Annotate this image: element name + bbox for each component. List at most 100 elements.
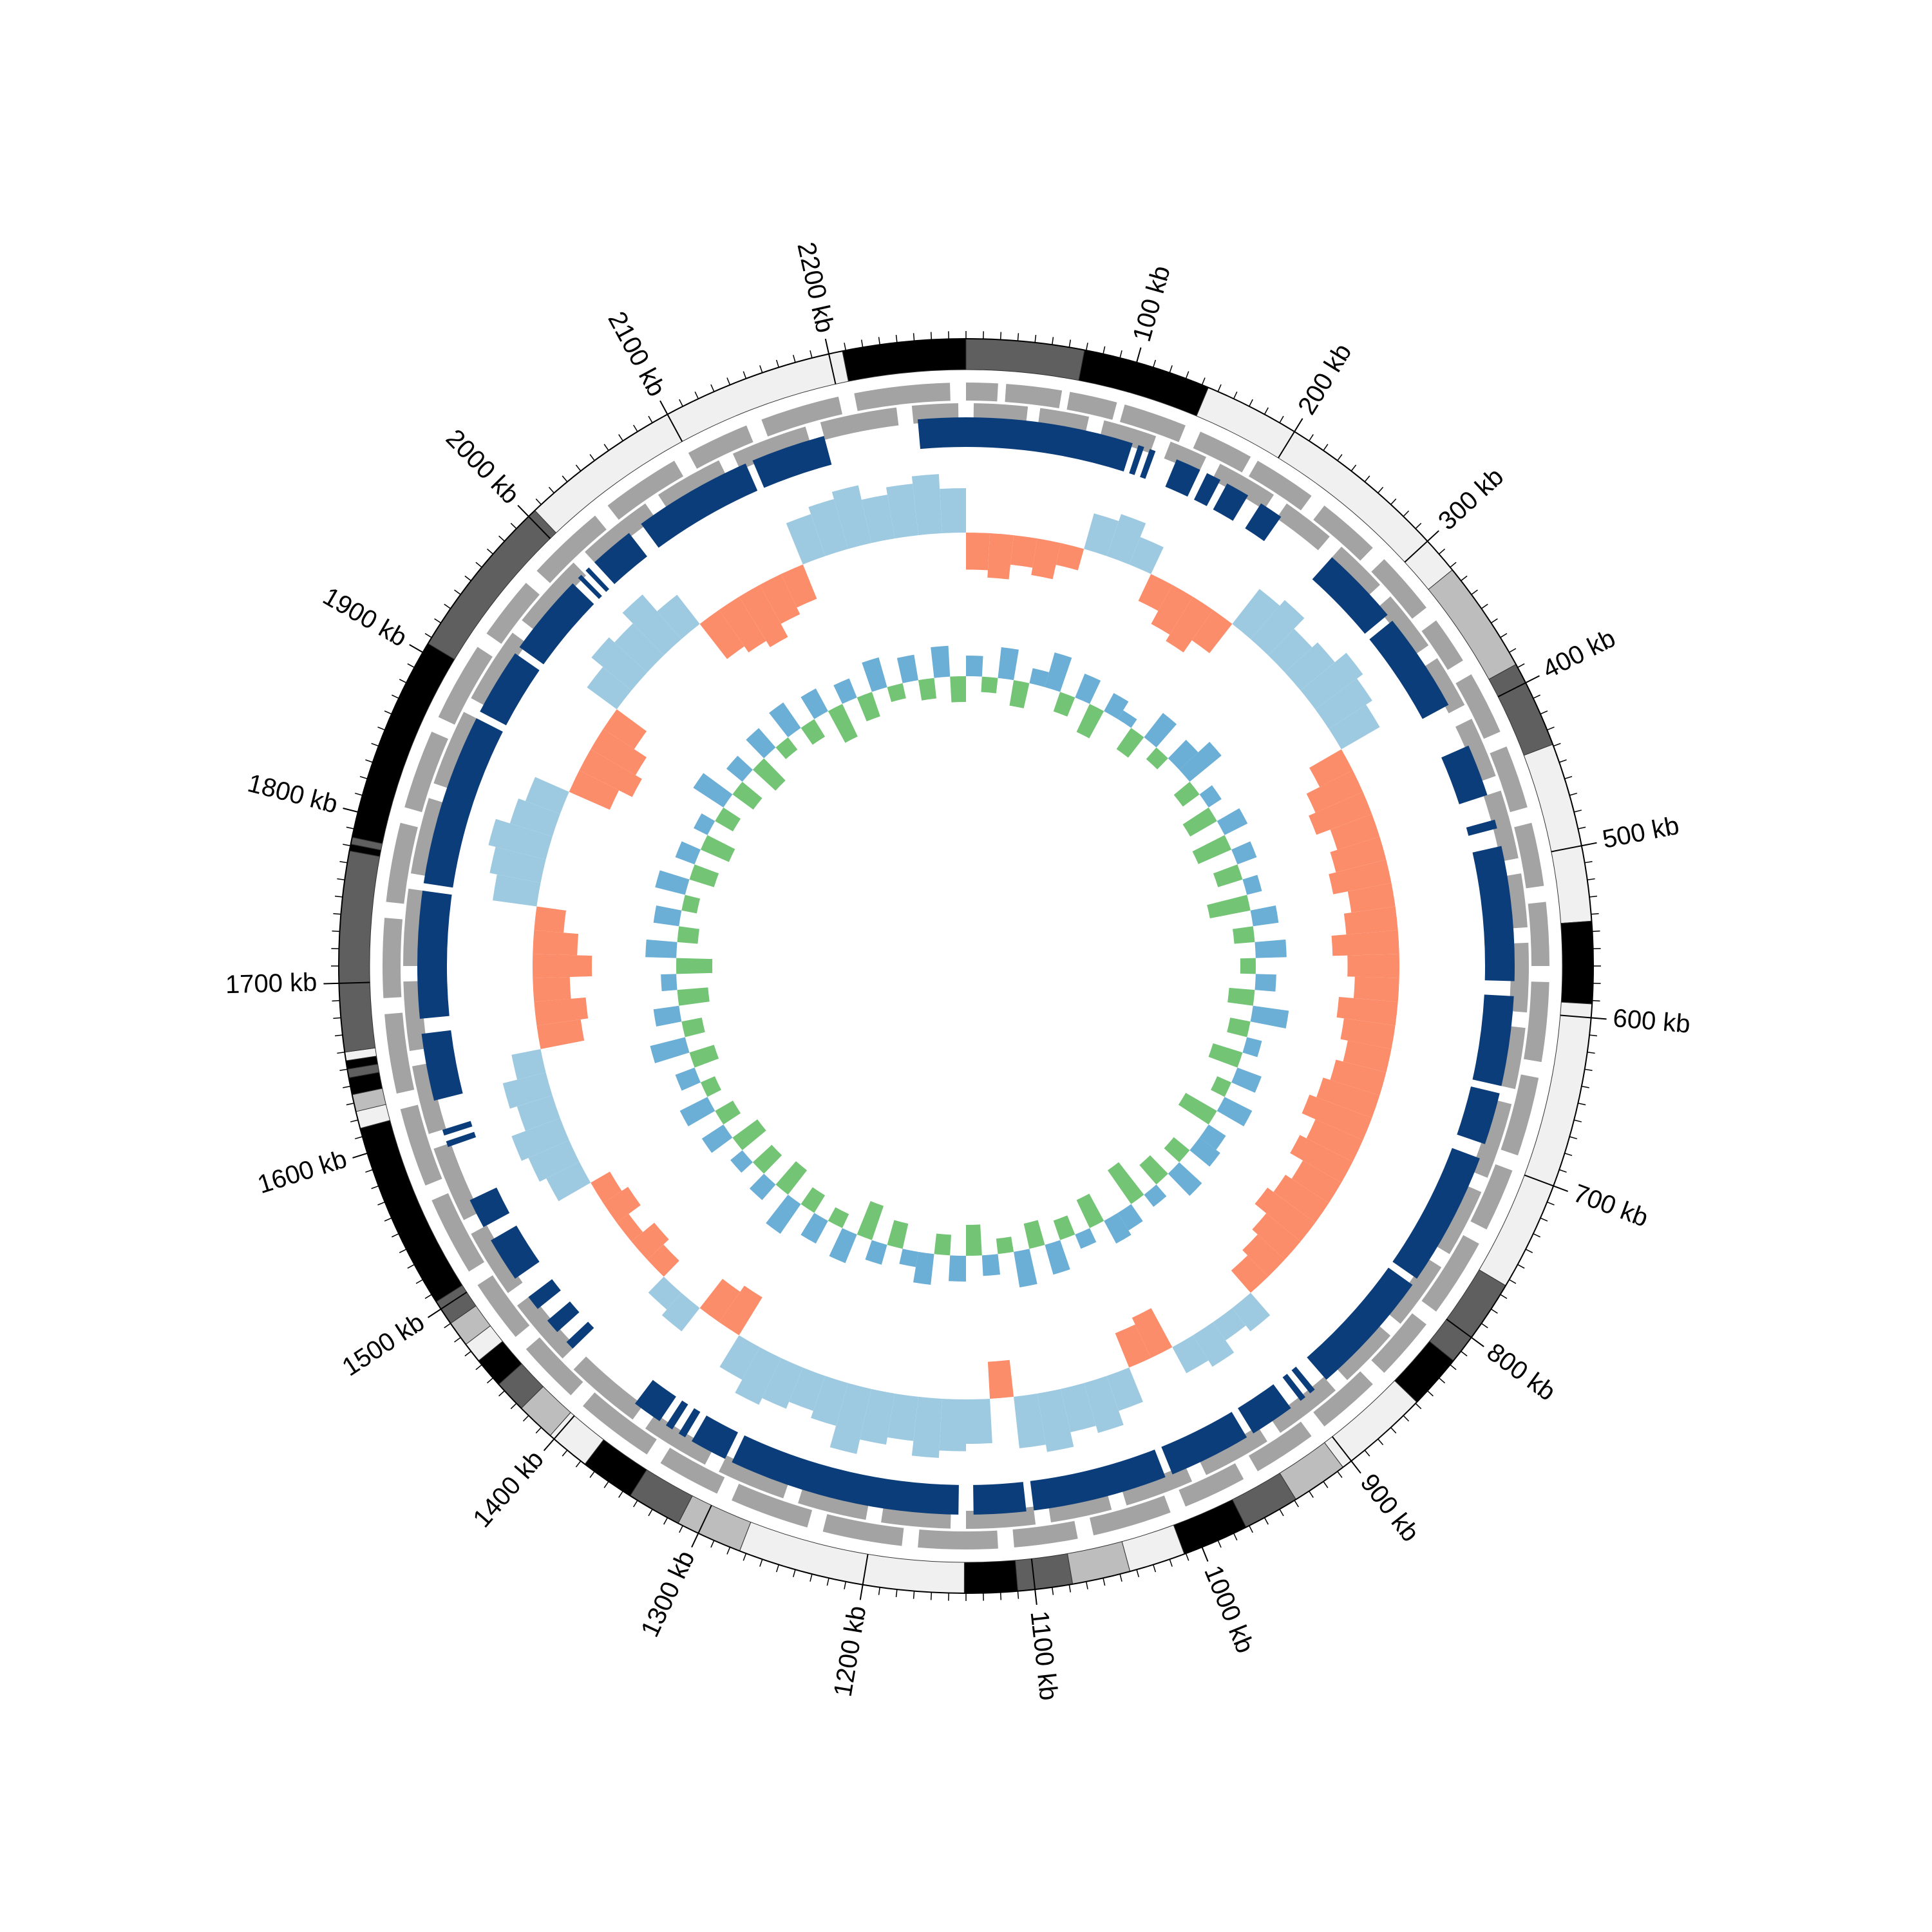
gc-skew-bar (1347, 882, 1396, 913)
gc-content-bar (918, 677, 937, 701)
gc-skew-bar (1347, 954, 1399, 978)
block (1161, 1412, 1247, 1475)
gene (1012, 1520, 1078, 1548)
gc-content-bar (828, 1207, 849, 1228)
gc-content-bar (726, 755, 753, 782)
gc-content-bar (857, 692, 880, 722)
gc-skew-bar (831, 485, 871, 549)
gene (1470, 1164, 1513, 1230)
major-tick (1128, 347, 1142, 393)
gene (516, 1294, 576, 1359)
gc-skew-bar (1084, 513, 1119, 556)
minor-tick (810, 350, 813, 358)
gene (1490, 746, 1528, 813)
gc-skew-bar (1330, 837, 1387, 873)
block (1472, 994, 1514, 1086)
band (1560, 920, 1594, 1005)
gene (433, 1142, 480, 1220)
gc-skew-bar (1172, 1335, 1209, 1374)
gc-skew-bar (1031, 538, 1061, 580)
gene (1270, 1376, 1336, 1434)
minor-tick (332, 930, 340, 933)
tick-label: 1800 kb (245, 769, 341, 819)
minor-tick (648, 1509, 653, 1517)
minor-tick (464, 1350, 471, 1357)
gene (1422, 658, 1465, 714)
gc-skew-bar (1309, 791, 1372, 835)
band (963, 1560, 1018, 1594)
minor-tick (860, 339, 864, 348)
minor-tick (444, 1323, 451, 1329)
band (1488, 664, 1553, 756)
gc-content-bar (1053, 1215, 1075, 1240)
minor-tick (415, 1279, 423, 1284)
tick-label: 1400 kb (468, 1445, 549, 1533)
gene (1501, 1074, 1539, 1156)
major-tick (1560, 1014, 1607, 1020)
major-tick (1497, 675, 1540, 697)
gc-content-bar (689, 1045, 719, 1068)
minor-tick (1589, 1034, 1598, 1037)
minor-tick (1249, 1525, 1253, 1533)
gc-content-bar (857, 1201, 884, 1240)
major-tick (1524, 1174, 1568, 1192)
minor-tick (1553, 743, 1561, 747)
gene (798, 1486, 869, 1520)
gc-skew-bar (1316, 1077, 1380, 1118)
minor-tick (1564, 775, 1573, 779)
gene (1514, 822, 1544, 889)
block (1441, 745, 1488, 804)
block (1165, 459, 1200, 497)
minor-tick (679, 399, 683, 407)
gc-skew-bar (987, 1359, 1014, 1399)
gene (658, 460, 727, 510)
gc-content-bar (769, 702, 801, 737)
gc-content-bar (1076, 704, 1104, 739)
minor-tick (498, 535, 505, 542)
gc-skew-bar (489, 847, 546, 883)
gc-skew-bar (987, 533, 1014, 580)
gene (1455, 674, 1501, 739)
minor-tick (346, 1103, 354, 1106)
minor-tick (354, 792, 363, 796)
minor-tick (384, 1217, 392, 1222)
minor-tick (792, 354, 796, 363)
major-tick (352, 1143, 397, 1159)
minor-tick (424, 633, 432, 638)
minor-tick (343, 1085, 351, 1088)
gc-content-bar (1168, 1162, 1202, 1196)
minor-tick (1390, 498, 1397, 505)
band (677, 1495, 752, 1551)
gc-content-bar (1231, 841, 1257, 865)
gc-skew-bar (940, 488, 966, 534)
gc-content-bar (800, 1213, 828, 1244)
minor-tick (1450, 1364, 1457, 1370)
gc-skew-bar (591, 637, 647, 691)
block (973, 1482, 1027, 1515)
block (578, 574, 602, 600)
gene (966, 383, 998, 402)
gene (719, 1455, 790, 1499)
gc-content-bar (693, 773, 733, 808)
minor-tick (1439, 1378, 1446, 1384)
gc-content-bar (732, 1119, 766, 1151)
gc-skew-bar (546, 1161, 591, 1202)
gc-skew-bar (1285, 642, 1335, 691)
block (594, 533, 647, 585)
minor-tick (1337, 1471, 1343, 1478)
minor-tick (407, 1264, 415, 1269)
gc-skew-bar (1106, 1367, 1143, 1411)
minor-tick (562, 1450, 568, 1457)
block (519, 583, 594, 665)
minor-tick (1153, 1564, 1157, 1573)
gc-skew-bar (966, 533, 990, 571)
gc-skew-bar (1231, 1255, 1269, 1293)
minor-tick (575, 464, 582, 471)
gc-skew-bar (781, 564, 817, 608)
gc-content-bar (1075, 674, 1101, 705)
minor-tick (343, 844, 351, 847)
gc-skew-bar (511, 1117, 569, 1161)
gc-skew-bar (648, 1276, 682, 1310)
tick-label: 700 kb (1569, 1179, 1652, 1233)
minor-tick (1509, 648, 1517, 653)
